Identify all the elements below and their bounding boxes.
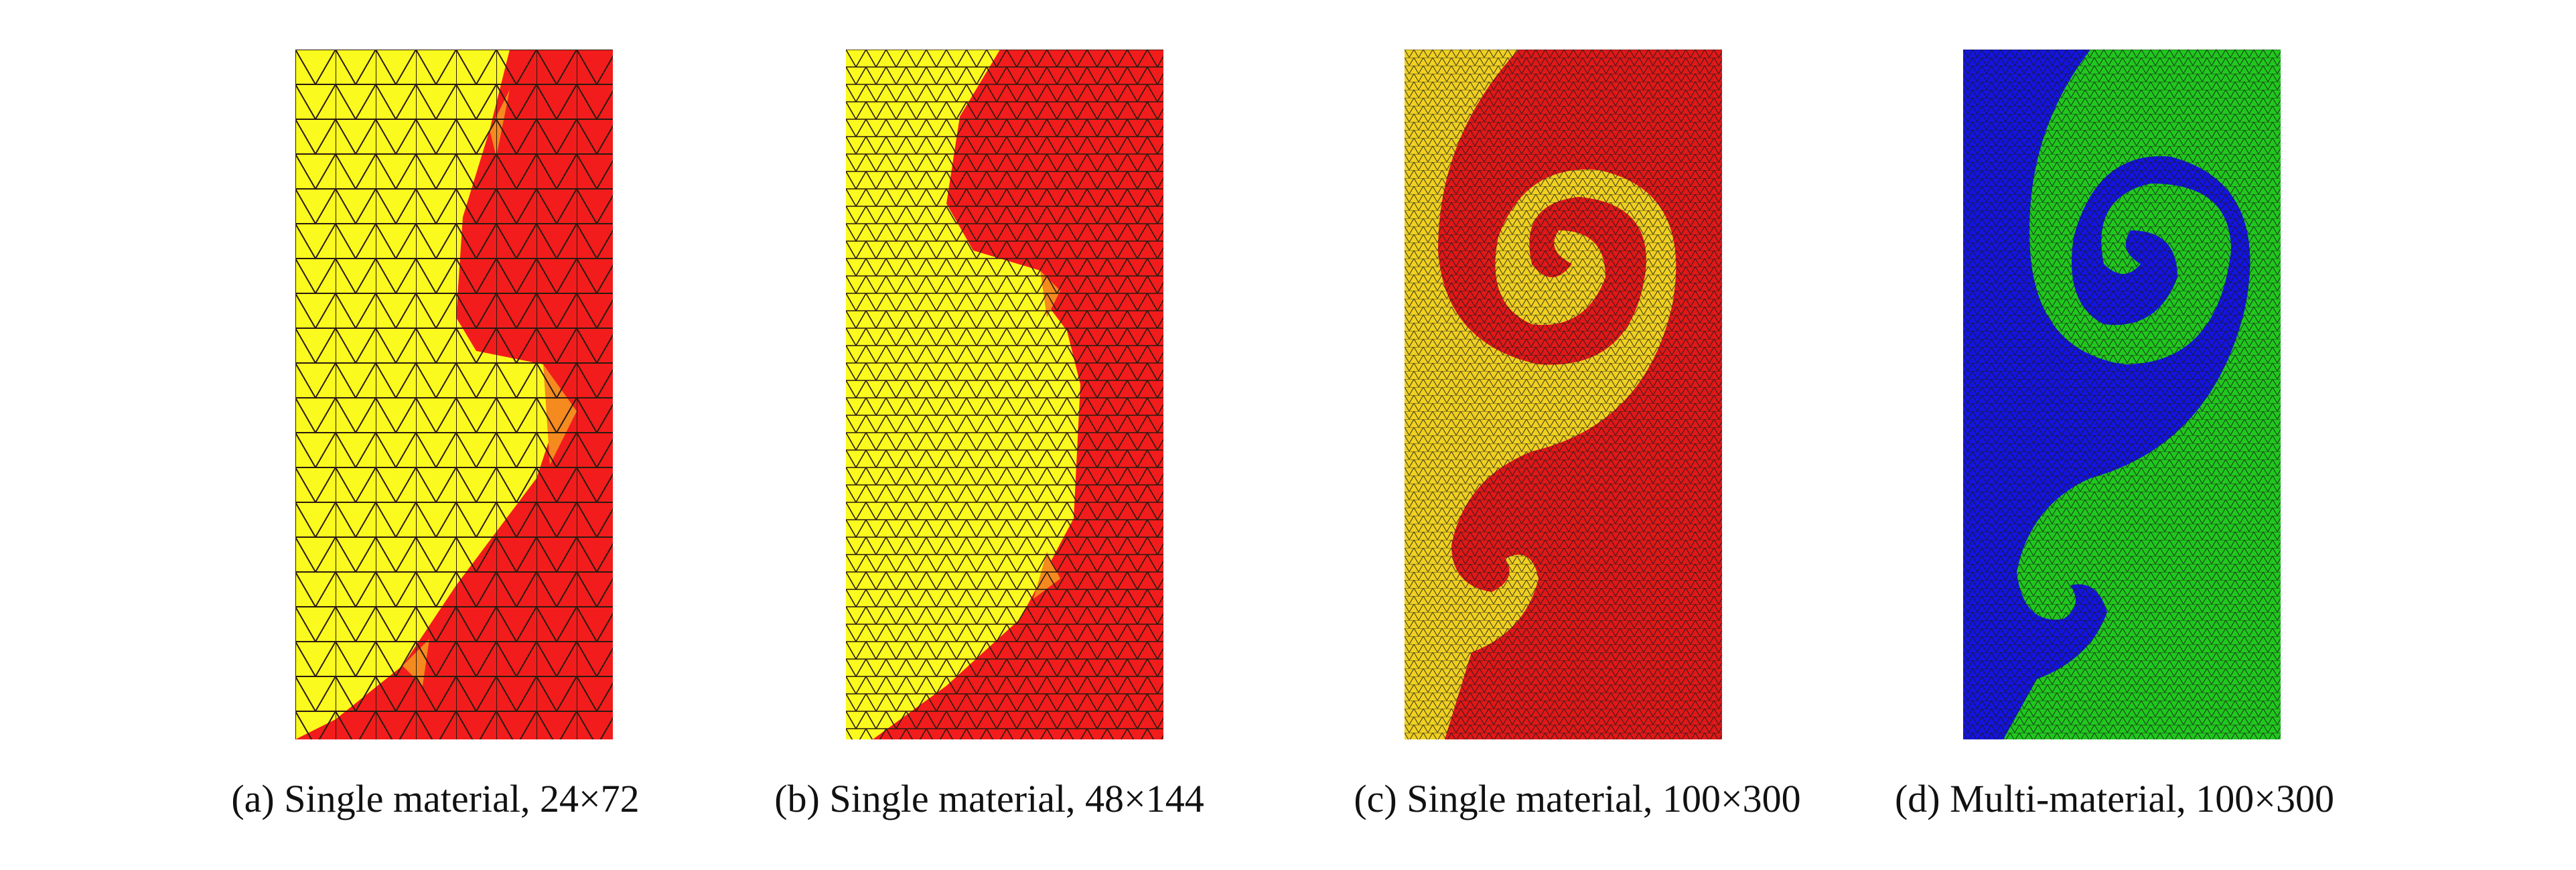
mesh-panel <box>1963 50 2281 739</box>
mesh-panel <box>295 50 613 739</box>
mesh-panel <box>846 50 1163 739</box>
mesh-panel <box>1405 50 1722 739</box>
caption: (d) Multi-material, 100×300 <box>1895 777 2334 820</box>
caption: (c) Single material, 100×300 <box>1354 777 1800 820</box>
caption: (b) Single material, 48×144 <box>774 777 1204 820</box>
caption: (a) Single material, 24×72 <box>231 777 639 820</box>
